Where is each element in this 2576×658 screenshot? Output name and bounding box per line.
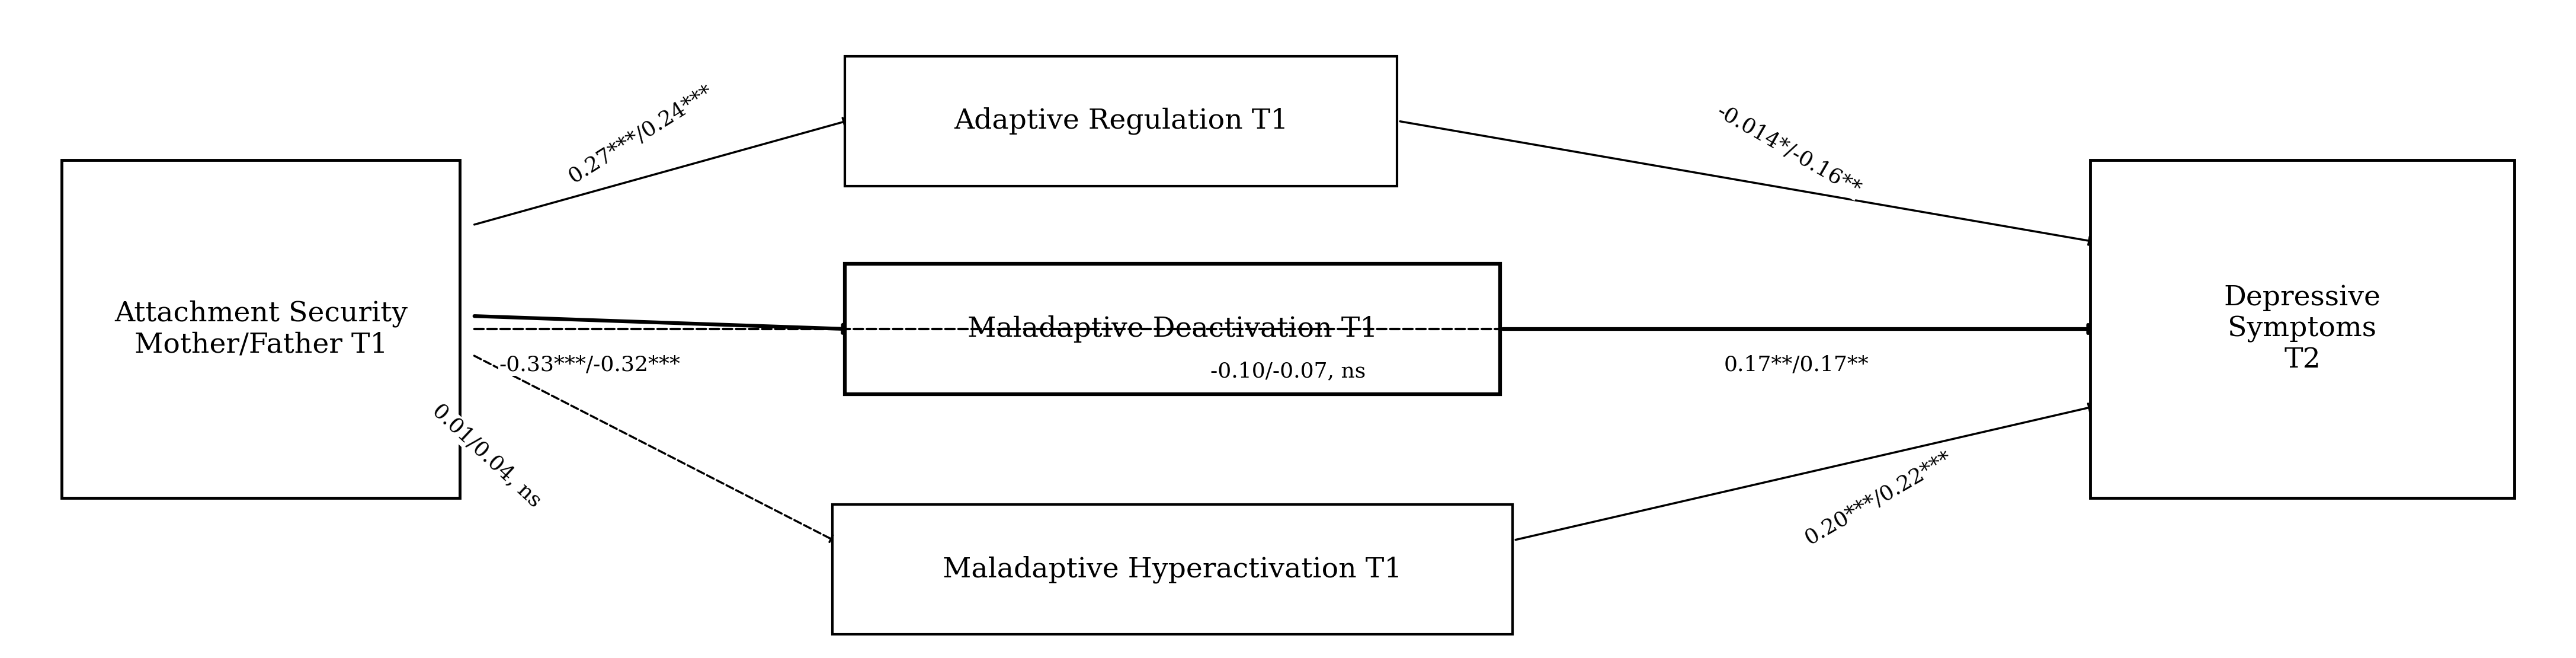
FancyBboxPatch shape [845, 264, 1499, 394]
Text: 0.01/0.04, ns: 0.01/0.04, ns [428, 400, 546, 511]
Text: Adaptive Regulation T1: Adaptive Regulation T1 [953, 107, 1288, 135]
FancyBboxPatch shape [2092, 160, 2514, 498]
Text: Attachment Security
Mother/Father T1: Attachment Security Mother/Father T1 [113, 300, 407, 358]
Text: Maladaptive Hyperactivation T1: Maladaptive Hyperactivation T1 [943, 555, 1401, 583]
Text: -0.33***/-0.32***: -0.33***/-0.32*** [500, 355, 680, 375]
Text: Maladaptive Deactivation T1: Maladaptive Deactivation T1 [969, 315, 1378, 343]
Text: 0.17**/0.17**: 0.17**/0.17** [1723, 355, 1870, 375]
FancyBboxPatch shape [62, 160, 461, 498]
Text: Depressive
Symptoms
T2: Depressive Symptoms T2 [2223, 284, 2380, 374]
FancyBboxPatch shape [832, 505, 1512, 634]
Text: 0.20***/0.22***: 0.20***/0.22*** [1801, 447, 1955, 548]
FancyBboxPatch shape [845, 56, 1396, 186]
Text: 0.27***/0.24***: 0.27***/0.24*** [564, 82, 716, 187]
Text: -0.10/-0.07, ns: -0.10/-0.07, ns [1211, 361, 1365, 382]
Text: -0.014*/-0.16**: -0.014*/-0.16** [1713, 101, 1865, 200]
